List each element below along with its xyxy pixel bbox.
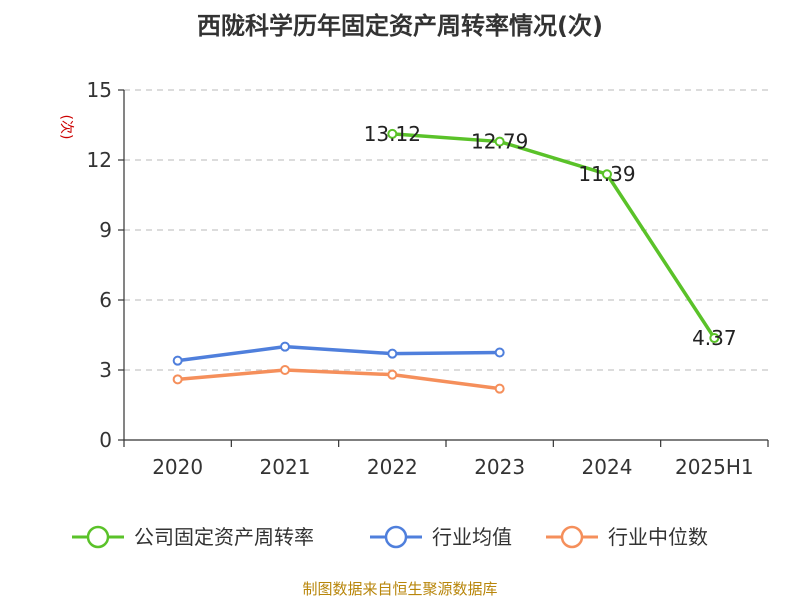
chart-title: 西陇科学历年固定资产周转率情况(次): [197, 12, 603, 40]
y-tick-label: 0: [99, 428, 112, 452]
data-point: [280, 341, 290, 352]
data-point: [172, 355, 183, 366]
y-axis-unit-label: (次): [58, 115, 74, 140]
x-tick-label: 2025H1: [675, 455, 754, 479]
data-point: [494, 347, 505, 358]
data-label: 13.12: [364, 122, 421, 146]
legend-label: 公司固定资产周转率: [134, 525, 314, 549]
axes: 0 3 6 9 12 15 2020 2021 2022 2023 2024 2025H1: [87, 78, 769, 479]
data-label: 4.37: [692, 326, 737, 350]
x-tick-label: 2020: [152, 455, 203, 479]
legend-marker: [86, 525, 110, 549]
x-tick-label: 2021: [260, 455, 311, 479]
series-line: [175, 344, 502, 363]
source-note: 制图数据来自恒生聚源数据库: [302, 580, 497, 598]
legend-marker: [384, 525, 408, 549]
data-label: 12.79: [471, 130, 528, 154]
legend-label: 行业中位数: [608, 525, 708, 549]
data-point: [494, 383, 505, 394]
y-tick-label: 9: [99, 218, 112, 242]
y-tick-label: 15: [87, 78, 112, 102]
y-tick-label: 12: [87, 148, 112, 172]
series-layer: [172, 128, 720, 394]
data-point: [387, 128, 398, 139]
series-line: [390, 132, 717, 340]
data-point: [280, 365, 290, 375]
y-tick-label: 3: [99, 358, 112, 382]
data-labels: 13.12 12.79 11.39 4.37: [364, 122, 737, 350]
data-point: [494, 136, 505, 147]
data-point: [709, 333, 720, 344]
data-point: [387, 369, 398, 380]
x-tick-label: 2022: [367, 455, 418, 479]
data-point: [172, 374, 183, 385]
legend: 公司固定资产周转率 行业均值 行业中位数: [72, 525, 708, 549]
series-line: [175, 368, 502, 391]
x-tick-label: 2024: [582, 455, 633, 479]
x-tick-label: 2023: [474, 455, 525, 479]
legend-label: 行业均值: [432, 525, 512, 549]
data-point: [602, 169, 612, 180]
grid-lines: [124, 89, 768, 371]
data-point: [387, 348, 398, 359]
legend-marker: [560, 525, 584, 549]
y-tick-label: 6: [99, 288, 112, 312]
data-label: 11.39: [578, 162, 635, 186]
